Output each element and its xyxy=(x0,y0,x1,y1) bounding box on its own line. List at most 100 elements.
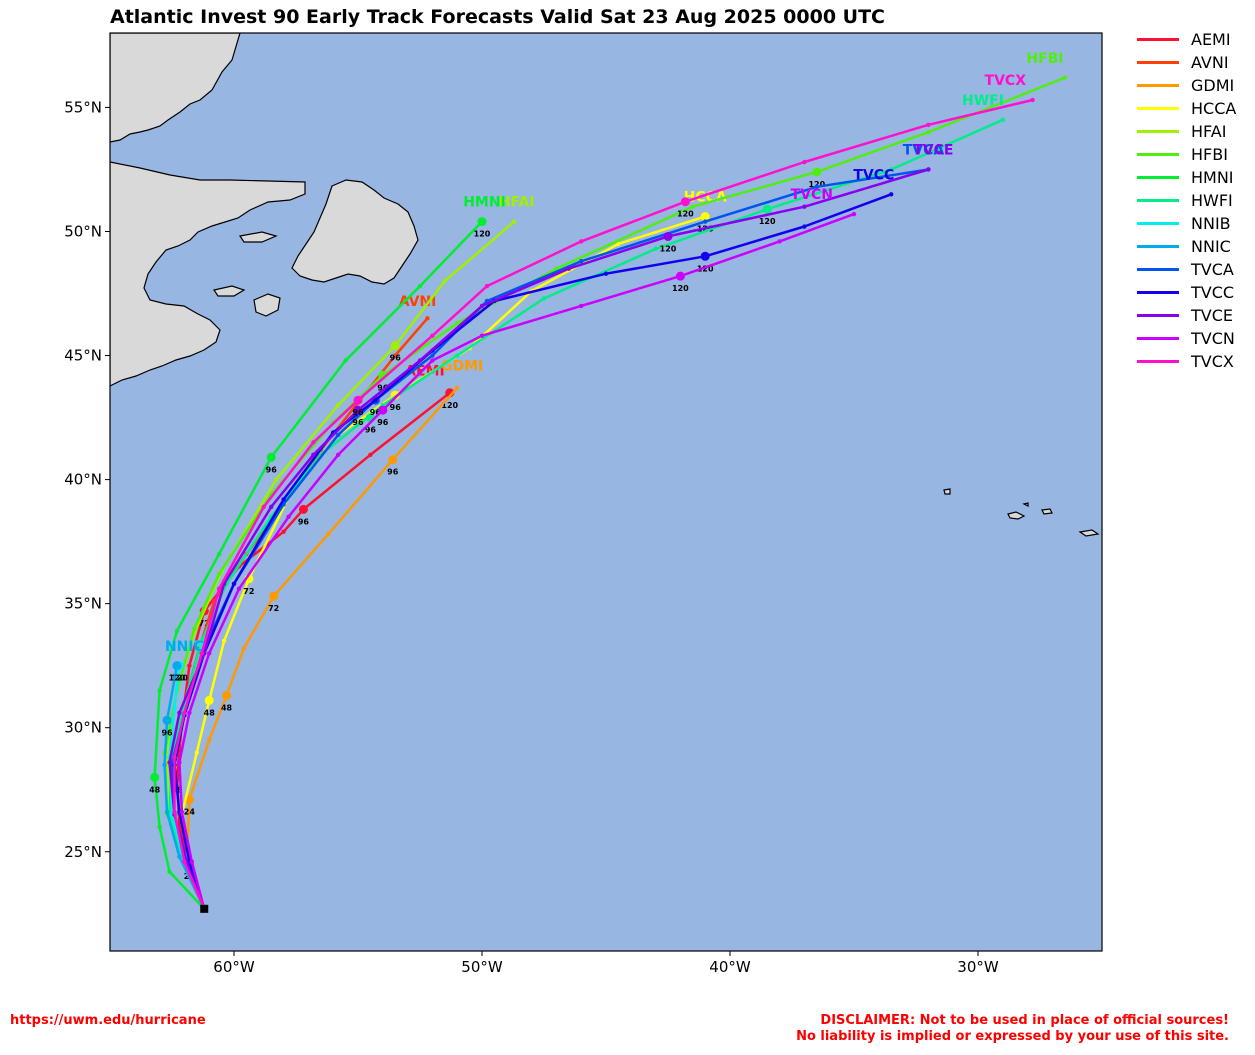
forecast-hour-marker xyxy=(353,405,363,415)
track-point xyxy=(425,316,430,321)
forecast-hour-marker xyxy=(298,504,308,514)
forecast-hour-marker xyxy=(675,271,685,281)
track-point xyxy=(368,452,373,457)
track-point xyxy=(189,859,195,864)
track-end-label: NNIC xyxy=(165,639,204,655)
track-point xyxy=(335,452,341,457)
track-point xyxy=(172,705,177,711)
track-tvcn: 96 120 TVCN xyxy=(177,187,857,910)
track-point xyxy=(430,358,435,363)
forecast-hour-label: 120 xyxy=(169,674,186,683)
track-point xyxy=(455,321,460,326)
legend-label: TVCX xyxy=(1191,352,1234,371)
forecast-hour-marker xyxy=(204,695,214,705)
track-point xyxy=(194,750,199,755)
track-point xyxy=(199,651,204,656)
forecast-hour-label: 96 xyxy=(377,383,389,392)
track-point xyxy=(430,333,435,338)
track-point xyxy=(653,246,658,252)
track-point xyxy=(167,869,172,874)
legend-swatch xyxy=(1137,153,1179,156)
track-end-label: HCCA xyxy=(684,190,727,206)
forecast-hour-marker xyxy=(762,204,772,214)
track-tvcx: 96 120 TVCX xyxy=(172,73,1035,910)
land-azores-2 xyxy=(1041,508,1053,515)
track-end-label: HFAI xyxy=(499,195,535,211)
track-point xyxy=(311,452,316,457)
lat-tick-label: 25°N xyxy=(64,843,102,861)
track-point xyxy=(182,859,187,864)
axis-ticks: 60°W 50°W 40°W 30°W 25°N 30°N 35°N 40°N 45°N 50°N… xyxy=(64,98,999,976)
forecast-hour-label: 48 xyxy=(221,703,233,712)
forecast-hour-marker xyxy=(266,452,276,462)
legend-item-avni: AVNI xyxy=(1137,51,1236,74)
track-point xyxy=(802,204,807,209)
track-hmni: 48 96 120 HMNI xyxy=(149,195,506,910)
track-point xyxy=(554,266,559,271)
track-line xyxy=(175,391,451,910)
forecast-hour-marker xyxy=(812,167,822,177)
forecast-hour-label: 72 xyxy=(199,619,210,628)
landmasses xyxy=(110,33,1100,537)
source-url[interactable]: https://uwm.edu/hurricane xyxy=(10,1013,206,1028)
legend-item-tvca: TVCA xyxy=(1137,258,1236,281)
forecast-hour-label: 96 xyxy=(352,418,364,427)
forecast-hour-label: 24 xyxy=(184,808,196,817)
start-square xyxy=(200,904,209,913)
track-end-label: NNIB xyxy=(165,639,204,655)
forecast-hour-label: 72 xyxy=(268,604,279,613)
forecast-hour-label: 96 xyxy=(377,418,389,427)
legend-swatch xyxy=(1137,268,1179,271)
track-point xyxy=(442,278,447,284)
disclaimer-line-1: DISCLAIMER: Not to be used in place of o… xyxy=(820,1013,1229,1028)
legend-item-gdmi: GDMI xyxy=(1137,74,1236,97)
legend-swatch xyxy=(1137,337,1179,340)
track-point xyxy=(179,809,185,815)
forecast-hour-label: 120 xyxy=(660,244,677,253)
legend-swatch xyxy=(1137,176,1179,179)
forecast-hour-marker xyxy=(477,217,487,227)
forecast-hour-marker xyxy=(162,715,172,725)
forecast-hour-label: 48 xyxy=(149,785,161,794)
legend-swatch xyxy=(1137,199,1179,202)
track-point xyxy=(192,626,197,631)
track-point xyxy=(335,402,341,408)
legend-item-hcca: HCCA xyxy=(1137,97,1236,120)
forecast-hour-label: 120 xyxy=(171,674,188,683)
legend-label: HCCA xyxy=(1191,99,1237,118)
land-anticosti xyxy=(238,231,278,243)
track-point xyxy=(579,239,584,244)
forecast-hour-label: 96 xyxy=(390,354,402,363)
track-point xyxy=(221,638,227,644)
track-end-label: TVCN xyxy=(791,187,833,203)
track-point xyxy=(814,184,819,190)
track-point xyxy=(162,762,167,768)
track-point xyxy=(703,219,708,224)
forecast-hour-marker xyxy=(680,197,690,207)
legend-item-hfbi: HFBI xyxy=(1137,143,1236,166)
legend-item-tvce: TVCE xyxy=(1137,304,1236,327)
forecast-hour-marker xyxy=(700,212,710,222)
legend-swatch xyxy=(1137,130,1179,133)
forecast-hour-label: 96 xyxy=(161,728,173,737)
forecast-hour-label: 96 xyxy=(370,408,382,417)
forecast-hour-label: 72 xyxy=(243,587,254,596)
forecast-hour-label: 96 xyxy=(365,426,377,435)
forecast-hour-label: 96 xyxy=(352,408,364,417)
legend-item-tvcc: TVCC xyxy=(1137,281,1236,304)
track-line xyxy=(185,386,459,910)
track-point xyxy=(417,283,423,289)
forecast-hour-label: 120 xyxy=(441,401,458,410)
track-point xyxy=(393,353,398,358)
forecast-hour-label: 96 xyxy=(390,403,402,412)
forecast-hour-label: 120 xyxy=(808,180,825,189)
legend-swatch xyxy=(1137,291,1179,294)
lat-tick-label: 55°N xyxy=(64,98,102,116)
track-point xyxy=(207,651,212,656)
legend-label: HWFI xyxy=(1191,191,1233,210)
track-point xyxy=(1062,75,1068,80)
legend-item-nnib: NNIB xyxy=(1137,212,1236,235)
track-point xyxy=(241,646,247,651)
legend-item-tvcn: TVCN xyxy=(1137,327,1236,350)
track-point xyxy=(216,571,222,577)
